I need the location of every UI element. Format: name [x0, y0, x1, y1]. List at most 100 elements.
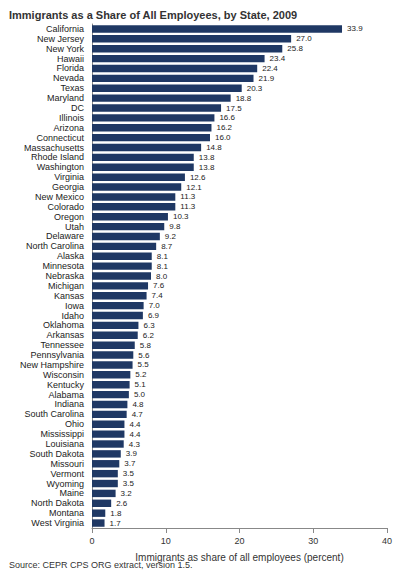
svg-text:Arizona: Arizona — [53, 123, 84, 133]
svg-text:Alabama: Alabama — [48, 390, 84, 400]
svg-text:Delaware: Delaware — [46, 231, 84, 241]
svg-text:Iowa: Iowa — [65, 301, 84, 311]
svg-text:9.2: 9.2 — [165, 232, 177, 241]
svg-text:Vermont: Vermont — [50, 469, 84, 479]
svg-text:Nebraska: Nebraska — [45, 271, 84, 281]
svg-text:17.5: 17.5 — [226, 104, 242, 113]
svg-text:6.2: 6.2 — [143, 331, 155, 340]
svg-text:Illinois: Illinois — [59, 113, 85, 123]
svg-text:Kansas: Kansas — [54, 291, 85, 301]
svg-text:Tennessee: Tennessee — [40, 340, 84, 350]
svg-text:5.8: 5.8 — [140, 341, 152, 350]
svg-text:22.4: 22.4 — [262, 64, 278, 73]
svg-text:South Dakota: South Dakota — [29, 449, 84, 459]
svg-text:18.8: 18.8 — [236, 94, 252, 103]
svg-text:13.8: 13.8 — [199, 163, 215, 172]
svg-text:10: 10 — [161, 536, 171, 546]
svg-text:3.5: 3.5 — [123, 479, 135, 488]
svg-text:6.3: 6.3 — [143, 321, 155, 330]
svg-text:Kentucky: Kentucky — [47, 380, 85, 390]
svg-text:Mississippi: Mississippi — [40, 429, 84, 439]
svg-text:Hawaii: Hawaii — [57, 54, 84, 64]
svg-text:South Carolina: South Carolina — [24, 409, 84, 419]
svg-text:West Virginia: West Virginia — [31, 518, 84, 528]
svg-text:16.0: 16.0 — [215, 133, 231, 142]
svg-text:4.4: 4.4 — [129, 420, 141, 429]
svg-text:3.9: 3.9 — [126, 449, 138, 458]
svg-text:Pennsylvania: Pennsylvania — [30, 350, 84, 360]
svg-text:Louisiana: Louisiana — [45, 439, 84, 449]
svg-text:27.0: 27.0 — [296, 34, 312, 43]
svg-text:5.1: 5.1 — [135, 380, 147, 389]
svg-text:8.1: 8.1 — [157, 252, 169, 261]
svg-text:Maryland: Maryland — [47, 93, 84, 103]
svg-text:Rhode Island: Rhode Island — [31, 152, 84, 162]
svg-text:25.8: 25.8 — [287, 44, 303, 53]
svg-text:Indiana: Indiana — [54, 399, 84, 409]
svg-text:Arkansas: Arkansas — [46, 330, 84, 340]
svg-text:4.3: 4.3 — [129, 440, 141, 449]
svg-text:3.5: 3.5 — [123, 469, 135, 478]
svg-text:Ohio: Ohio — [65, 419, 84, 429]
svg-text:13.8: 13.8 — [199, 153, 215, 162]
svg-text:Immigrants as a Share of All E: Immigrants as a Share of All Employees, … — [9, 9, 297, 21]
svg-text:1.8: 1.8 — [110, 509, 122, 518]
svg-text:5.6: 5.6 — [138, 351, 150, 360]
svg-text:9.8: 9.8 — [169, 222, 181, 231]
svg-text:Alaska: Alaska — [57, 251, 84, 261]
svg-text:Connecticut: Connecticut — [36, 133, 84, 143]
svg-text:8.0: 8.0 — [156, 272, 168, 281]
svg-text:Wyoming: Wyoming — [47, 479, 84, 489]
svg-text:7.6: 7.6 — [153, 281, 165, 290]
svg-text:New York: New York — [46, 44, 85, 54]
svg-text:8.1: 8.1 — [157, 262, 169, 271]
svg-text:11.3: 11.3 — [180, 192, 196, 201]
svg-text:10.3: 10.3 — [173, 212, 189, 221]
svg-text:New Hampshire: New Hampshire — [20, 360, 84, 370]
svg-text:California: California — [46, 24, 84, 34]
svg-text:Source: CEPR CPS ORG extract,: Source: CEPR CPS ORG extract, version 1.… — [9, 560, 193, 570]
svg-text:1.7: 1.7 — [110, 519, 122, 528]
svg-text:Virginia: Virginia — [54, 172, 84, 182]
svg-text:16.2: 16.2 — [216, 123, 232, 132]
svg-text:12.6: 12.6 — [190, 173, 206, 182]
svg-text:3.2: 3.2 — [121, 489, 133, 498]
svg-text:33.9: 33.9 — [347, 24, 363, 33]
svg-text:14.8: 14.8 — [206, 143, 222, 152]
svg-text:Utah: Utah — [65, 222, 84, 232]
svg-text:3.7: 3.7 — [124, 459, 136, 468]
svg-text:4.7: 4.7 — [132, 410, 144, 419]
svg-text:Oregon: Oregon — [54, 212, 84, 222]
svg-text:11.3: 11.3 — [180, 202, 196, 211]
svg-text:40: 40 — [382, 536, 392, 546]
svg-text:30: 30 — [308, 536, 318, 546]
svg-text:4.4: 4.4 — [129, 430, 141, 439]
svg-text:8.7: 8.7 — [161, 242, 173, 251]
svg-text:North Carolina: North Carolina — [26, 241, 84, 251]
svg-text:Florida: Florida — [56, 63, 84, 73]
svg-text:16.6: 16.6 — [219, 113, 235, 122]
svg-text:North Dakota: North Dakota — [31, 498, 84, 508]
svg-text:4.8: 4.8 — [132, 400, 144, 409]
svg-text:Colorado: Colorado — [47, 202, 84, 212]
svg-text:Missouri: Missouri — [50, 459, 84, 469]
svg-text:0: 0 — [89, 536, 94, 546]
svg-text:Wisconsin: Wisconsin — [43, 370, 84, 380]
svg-text:5.5: 5.5 — [138, 360, 150, 369]
svg-text:21.9: 21.9 — [259, 74, 275, 83]
svg-text:5.0: 5.0 — [134, 390, 146, 399]
svg-text:23.4: 23.4 — [270, 54, 286, 63]
svg-text:6.9: 6.9 — [148, 311, 160, 320]
svg-text:5.2: 5.2 — [135, 370, 147, 379]
svg-text:20.3: 20.3 — [247, 84, 263, 93]
svg-text:Michigan: Michigan — [48, 281, 84, 291]
svg-text:Idaho: Idaho — [61, 311, 84, 321]
svg-text:New Mexico: New Mexico — [35, 192, 84, 202]
svg-text:7.0: 7.0 — [149, 301, 161, 310]
svg-text:Minnesota: Minnesota — [42, 261, 84, 271]
svg-text:Oklahoma: Oklahoma — [43, 320, 84, 330]
svg-text:Massachusetts: Massachusetts — [24, 143, 85, 153]
svg-text:2.6: 2.6 — [116, 499, 128, 508]
svg-text:Montana: Montana — [49, 508, 84, 518]
svg-text:Texas: Texas — [60, 83, 84, 93]
